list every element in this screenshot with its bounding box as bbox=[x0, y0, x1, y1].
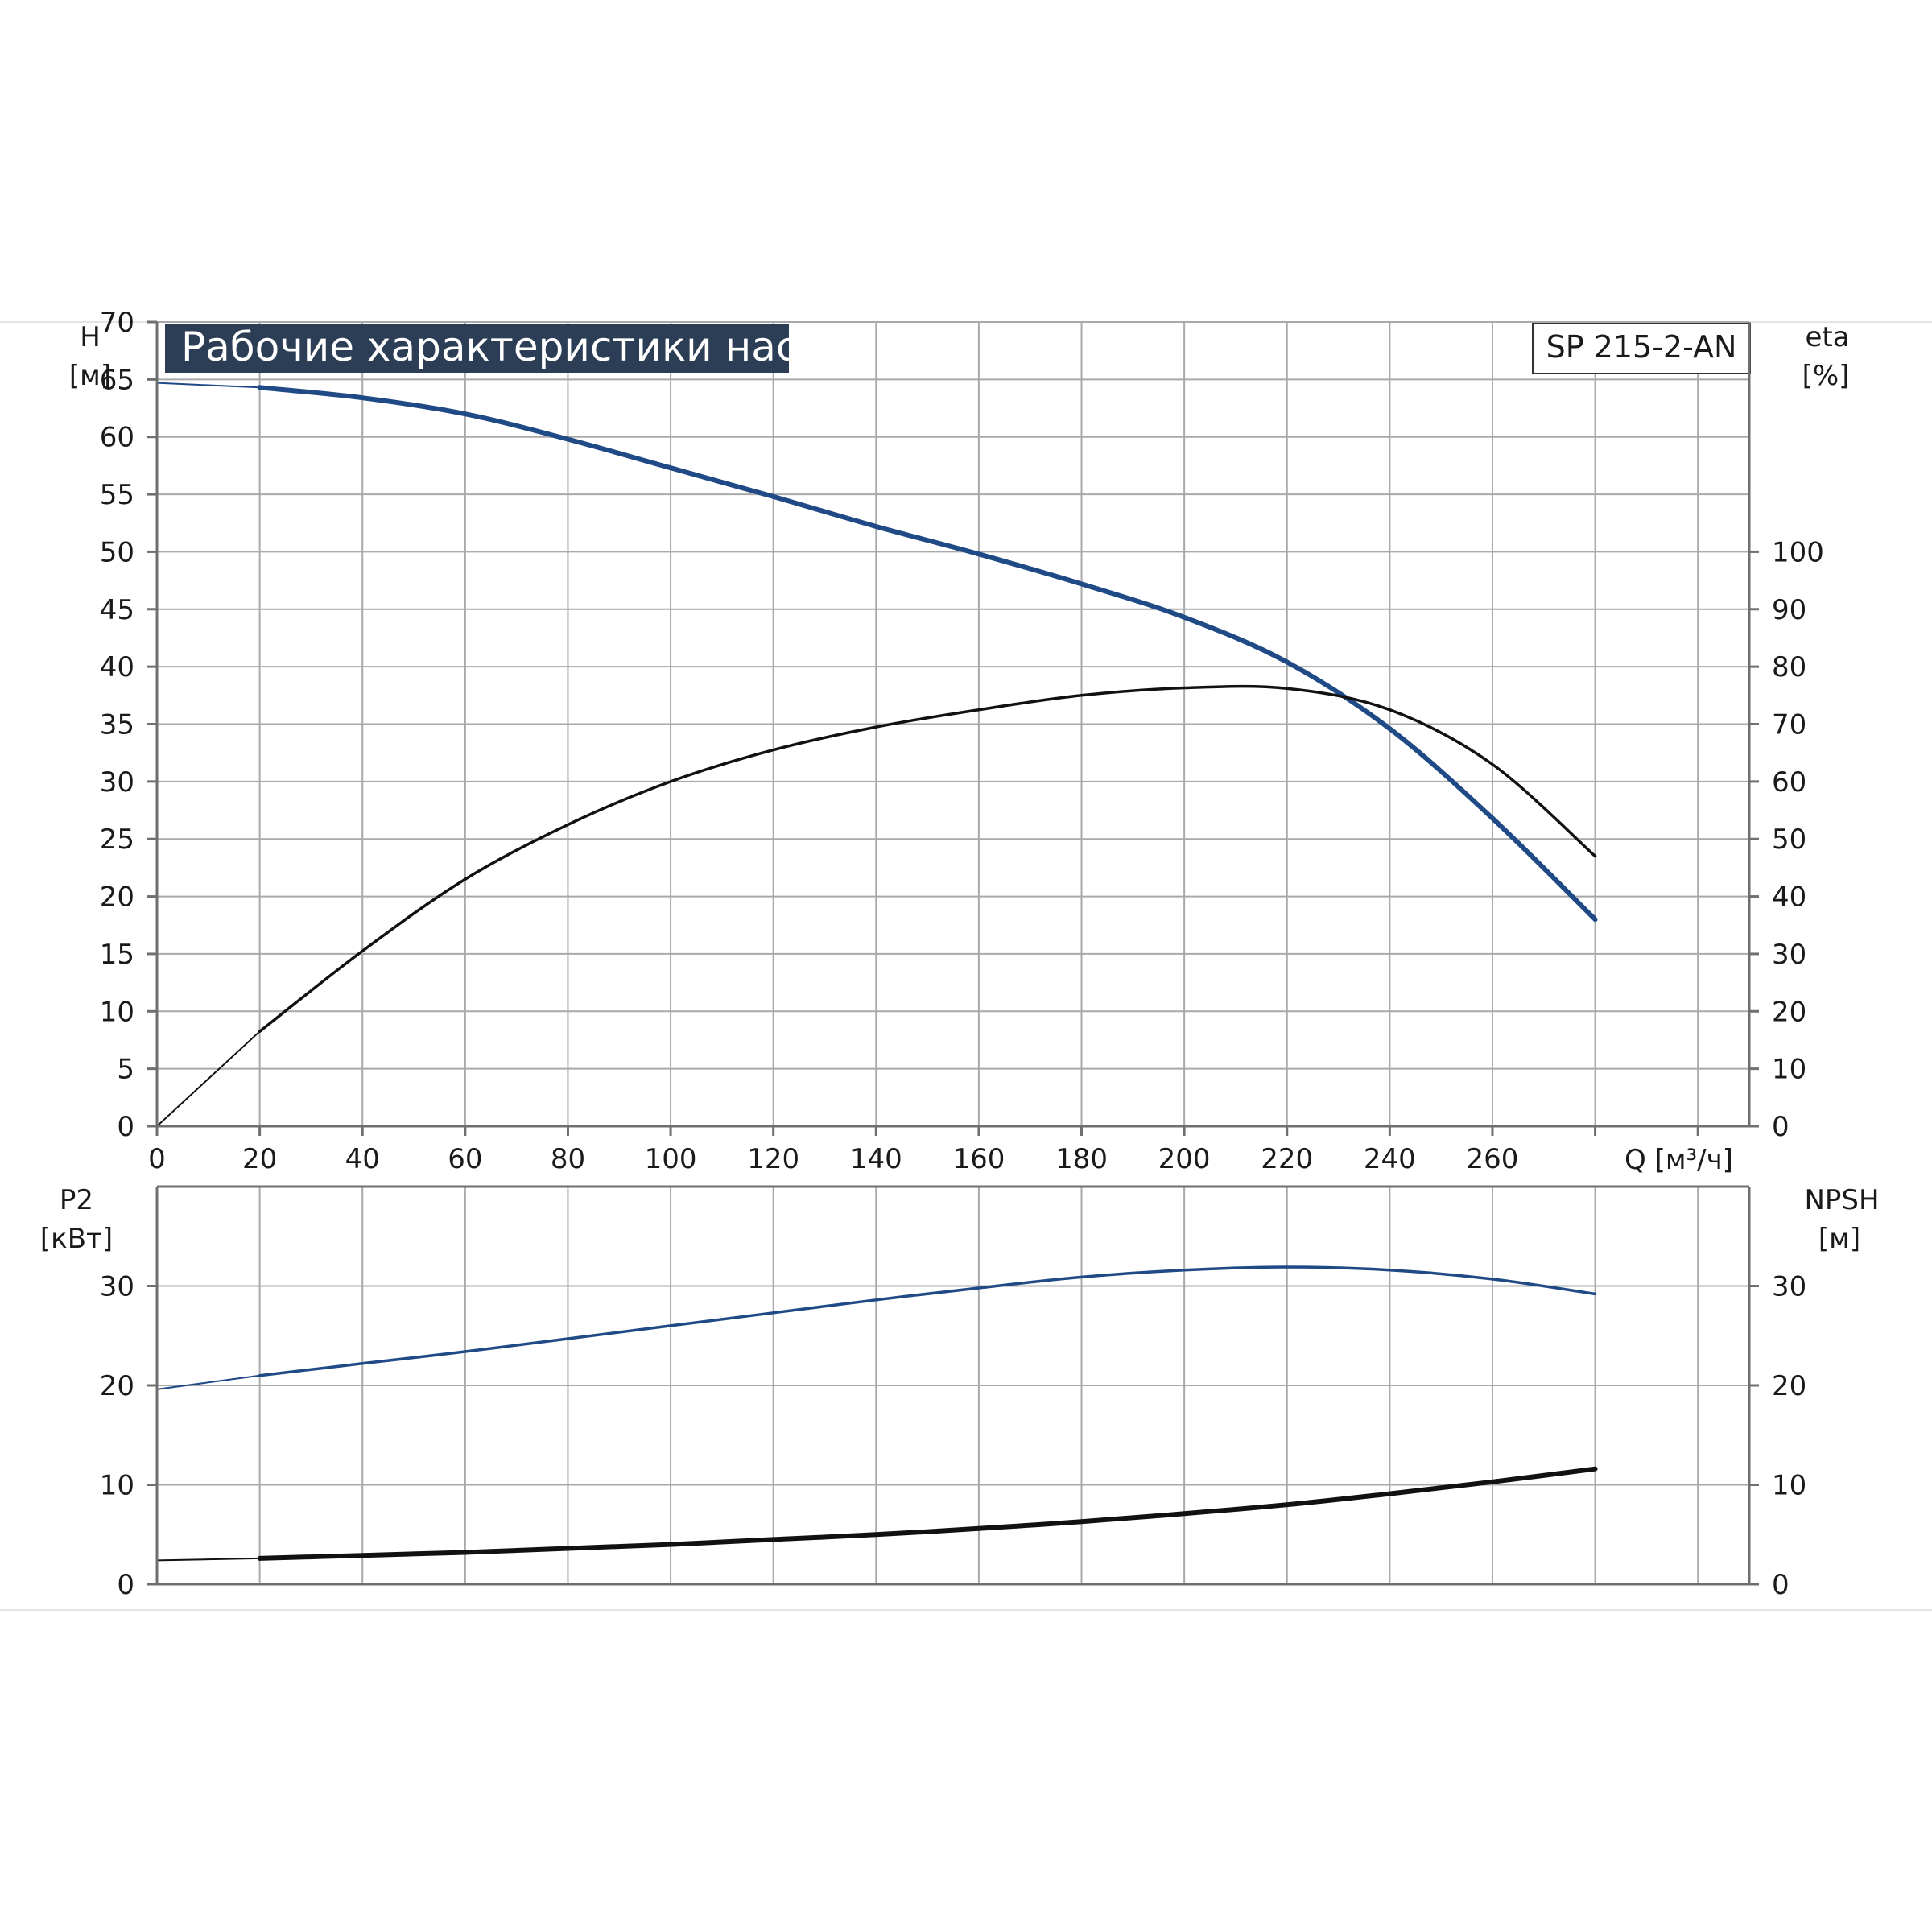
npsh-tick-label: 20 bbox=[1772, 1370, 1806, 1402]
eta-tick-label: 0 bbox=[1772, 1111, 1790, 1143]
title-banner bbox=[165, 324, 789, 373]
q-tick-label: 40 bbox=[345, 1143, 380, 1175]
q-tick-label: 180 bbox=[1055, 1143, 1108, 1175]
h-tick-label: 40 bbox=[100, 651, 134, 683]
power-curve bbox=[258, 1265, 1597, 1377]
q-tick-label: 100 bbox=[645, 1143, 697, 1175]
p2-axis-label: P2 bbox=[60, 1184, 93, 1216]
h-tick-label: 0 bbox=[117, 1111, 134, 1143]
q-tick-label: 120 bbox=[747, 1143, 799, 1175]
q-tick-label: 20 bbox=[242, 1143, 277, 1175]
npsh-axis-unit: [м] bbox=[1818, 1223, 1860, 1255]
h-tick-label: 55 bbox=[100, 479, 134, 511]
top-panel-ticks: 0 5 10 15 20 25 30 35 40 45 50 55 60 65 70 0 10 20 30 40 50 6… bbox=[100, 307, 1824, 1175]
bottom-panel-axes bbox=[155, 1185, 1751, 1586]
eta-tick-label: 20 bbox=[1772, 996, 1806, 1028]
p2-axis-unit: [кВт] bbox=[40, 1223, 113, 1255]
h-tick-label: 60 bbox=[100, 422, 134, 454]
head-curve-start bbox=[156, 382, 261, 389]
h-tick-label: 50 bbox=[100, 536, 134, 568]
h-axis-unit: [м] bbox=[69, 360, 111, 392]
npsh-tick-label: 10 bbox=[1772, 1470, 1806, 1502]
h-tick-label: 5 bbox=[117, 1054, 134, 1086]
eta-tick-label: 80 bbox=[1772, 651, 1806, 683]
top-panel-series bbox=[156, 382, 1598, 1127]
x-axis-label: Q [м³/ч] bbox=[1624, 1144, 1733, 1176]
eta-tick-label: 100 bbox=[1772, 536, 1824, 568]
npsh-curve bbox=[257, 1466, 1598, 1561]
npsh-tick-label: 30 bbox=[1772, 1271, 1806, 1303]
eta-tick-label: 90 bbox=[1772, 594, 1806, 626]
h-tick-label: 35 bbox=[100, 709, 134, 741]
h-tick-label: 45 bbox=[100, 594, 134, 626]
p2-tick-label: 0 bbox=[117, 1569, 134, 1601]
npsh-curve-start bbox=[156, 1557, 261, 1562]
efficiency-curve-start bbox=[156, 1030, 261, 1127]
h-tick-label: 30 bbox=[100, 766, 134, 799]
h-tick-label: 20 bbox=[100, 881, 134, 914]
eta-tick-label: 30 bbox=[1772, 939, 1806, 971]
eta-axis-unit: [%] bbox=[1802, 360, 1850, 392]
q-tick-label: 220 bbox=[1261, 1143, 1313, 1175]
eta-axis-label: eta bbox=[1805, 321, 1849, 353]
q-tick-label: 0 bbox=[148, 1143, 166, 1175]
p2-tick-label: 10 bbox=[100, 1470, 134, 1502]
q-tick-label: 60 bbox=[448, 1143, 482, 1175]
efficiency-curve bbox=[258, 684, 1597, 1034]
h-tick-label: 70 bbox=[100, 307, 134, 339]
model-label: SP 215-2-AN bbox=[1546, 329, 1737, 365]
h-axis-label: H bbox=[80, 321, 101, 353]
head-curve bbox=[257, 385, 1598, 923]
q-tick-label: 80 bbox=[551, 1143, 585, 1175]
q-tick-label: 140 bbox=[850, 1143, 902, 1175]
eta-tick-label: 40 bbox=[1772, 881, 1806, 914]
eta-tick-label: 50 bbox=[1772, 824, 1806, 856]
q-tick-label: 160 bbox=[952, 1143, 1005, 1175]
h-tick-label: 25 bbox=[100, 824, 134, 856]
power-curve-start bbox=[156, 1374, 261, 1390]
h-tick-label: 10 bbox=[100, 996, 134, 1028]
model-box bbox=[1532, 323, 1751, 374]
h-tick-label: 15 bbox=[100, 939, 134, 971]
h-tick-label: 65 bbox=[100, 364, 134, 396]
eta-tick-label: 60 bbox=[1772, 766, 1806, 799]
q-tick-label: 200 bbox=[1158, 1143, 1211, 1175]
eta-tick-label: 70 bbox=[1772, 709, 1806, 741]
chart-title: Рабочие характеристики насоса bbox=[181, 324, 869, 370]
bottom-panel-series bbox=[156, 1265, 1598, 1562]
bottom-panel-ticks: 0 10 20 30 0 10 20 30 bbox=[100, 1271, 1807, 1602]
npsh-axis-label: NPSH bbox=[1804, 1184, 1879, 1216]
eta-tick-label: 10 bbox=[1772, 1054, 1806, 1086]
q-tick-label: 240 bbox=[1364, 1143, 1416, 1175]
p2-tick-label: 20 bbox=[100, 1370, 134, 1402]
p2-tick-label: 30 bbox=[100, 1271, 134, 1303]
q-tick-label: 260 bbox=[1467, 1143, 1519, 1175]
top-panel-grid bbox=[157, 321, 1749, 1126]
npsh-tick-label: 0 bbox=[1772, 1569, 1790, 1601]
